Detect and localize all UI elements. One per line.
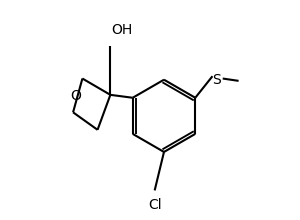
Text: O: O: [70, 89, 81, 103]
Text: OH: OH: [111, 23, 132, 37]
Text: Cl: Cl: [148, 198, 162, 212]
Text: S: S: [212, 73, 220, 87]
